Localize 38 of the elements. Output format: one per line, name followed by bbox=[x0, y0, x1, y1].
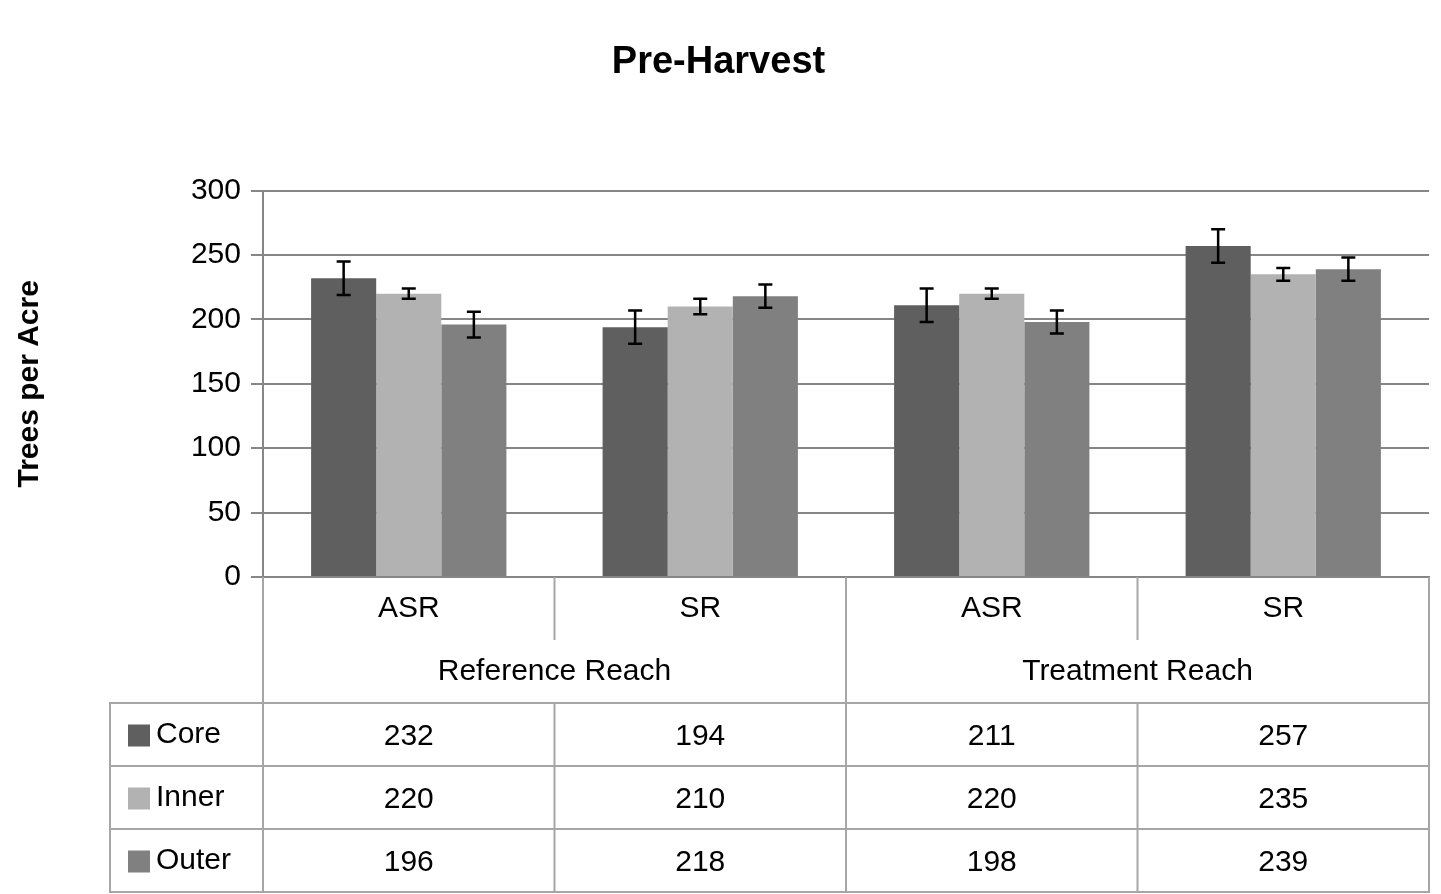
text: Reference Reach bbox=[437, 652, 672, 686]
bar bbox=[959, 293, 1025, 576]
data-label: 194 bbox=[675, 717, 726, 751]
y-axis-title: Trees per Acre bbox=[11, 280, 45, 488]
bar bbox=[311, 278, 377, 576]
text: Treatment Reach bbox=[1022, 652, 1253, 686]
y-tick-label: 250 bbox=[190, 236, 241, 270]
data-label: 220 bbox=[383, 780, 434, 814]
data-label: 211 bbox=[967, 717, 1016, 751]
data-label: 235 bbox=[1258, 780, 1309, 814]
y-tick-label: 0 bbox=[224, 558, 241, 592]
data-label: 210 bbox=[675, 780, 726, 814]
x-tick-label: SR bbox=[1262, 589, 1305, 623]
x-tick-label: ASR bbox=[960, 589, 1023, 623]
bar bbox=[602, 327, 668, 576]
x-tick-label: ASR bbox=[377, 589, 440, 623]
legend-label: Core bbox=[156, 715, 222, 749]
legend-label: Outer bbox=[156, 841, 232, 875]
bar bbox=[1250, 274, 1316, 576]
y-tick-label: 150 bbox=[190, 365, 241, 399]
bar bbox=[1185, 245, 1251, 576]
y-tick-label: 200 bbox=[190, 300, 241, 334]
data-label: 198 bbox=[966, 843, 1017, 877]
data-label: 239 bbox=[1258, 843, 1309, 877]
data-label: 220 bbox=[966, 780, 1017, 814]
data-label: 196 bbox=[383, 843, 434, 877]
bar bbox=[894, 305, 960, 576]
chart-title: Pre-Harvest bbox=[611, 39, 826, 82]
data-label: 232 bbox=[383, 717, 434, 751]
bar bbox=[376, 293, 442, 576]
y-tick-label: 50 bbox=[207, 493, 241, 527]
legend-label: Inner bbox=[156, 778, 225, 812]
data-label: 257 bbox=[1258, 717, 1309, 751]
x-tick-label: SR bbox=[679, 589, 722, 623]
data-label: 218 bbox=[675, 843, 726, 877]
bar bbox=[667, 306, 733, 576]
y-tick-label: 300 bbox=[190, 171, 241, 205]
y-tick-label: 100 bbox=[190, 429, 241, 463]
